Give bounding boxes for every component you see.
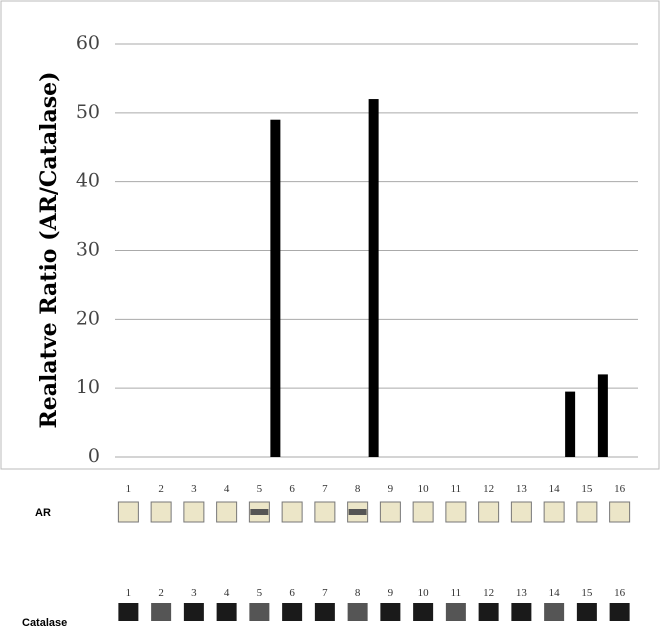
lane-label: 4 [224, 483, 230, 495]
catalase-blot [118, 603, 138, 621]
lane-label: 2 [158, 587, 164, 599]
catalase-blot [511, 603, 531, 621]
lane-label: 2 [158, 483, 164, 495]
ar-blot [184, 502, 204, 522]
ar-blot [217, 502, 237, 522]
lane-label: 12 [483, 587, 494, 599]
catalase-blot [315, 603, 335, 621]
ar-blot [544, 502, 564, 522]
lane-label: 8 [355, 587, 361, 599]
lane-label: 3 [191, 587, 197, 599]
lane-label: 10 [418, 483, 430, 495]
lane-label: 14 [549, 483, 561, 495]
lane-label: 6 [289, 587, 295, 599]
lane-label: 4 [224, 587, 230, 599]
catalase-blot [577, 603, 597, 621]
ar-blot [380, 502, 400, 522]
chart-frame [1, 1, 659, 469]
y-axis-title: Realatve Ratio (AR/Catalase) [36, 71, 62, 428]
ar-band [250, 509, 268, 515]
catalase-blot [413, 603, 433, 621]
y-tick-label: 40 [76, 170, 100, 192]
lane-label: 9 [388, 587, 394, 599]
ar-blot [446, 502, 466, 522]
ar-band [349, 509, 367, 515]
y-tick-label: 50 [76, 101, 100, 123]
catalase-blot [348, 603, 368, 621]
bar [598, 374, 608, 457]
y-tick-label: 30 [76, 239, 100, 261]
lane-label: 8 [355, 483, 361, 495]
ar-blot [479, 502, 499, 522]
lane-label: 15 [581, 587, 593, 599]
lane-label: 5 [257, 483, 263, 495]
lane-label: 12 [483, 483, 494, 495]
lane-label: 11 [451, 587, 462, 599]
row-label: AR [35, 507, 51, 519]
ar-blot [511, 502, 531, 522]
catalase-blot [249, 603, 269, 621]
catalase-blot [610, 603, 630, 621]
lane-label: 9 [388, 483, 394, 495]
ar-blot [413, 502, 433, 522]
catalase-blot [380, 603, 400, 621]
ar-blot [577, 502, 597, 522]
catalase-blot [282, 603, 302, 621]
lane-label: 13 [516, 587, 528, 599]
lane-label: 16 [614, 587, 626, 599]
lane-label: 7 [322, 483, 328, 495]
lane-label: 7 [322, 587, 328, 599]
catalase-blot [544, 603, 564, 621]
lane-label: 15 [581, 483, 593, 495]
y-tick-label: 10 [76, 376, 100, 398]
row-label: Catalase [22, 617, 67, 629]
ar-blot [315, 502, 335, 522]
bar [369, 99, 379, 457]
y-tick-label: 20 [76, 307, 100, 329]
ar-blot [610, 502, 630, 522]
lane-label: 11 [451, 483, 462, 495]
lane-label: 10 [418, 587, 430, 599]
catalase-blot [479, 603, 499, 621]
figure: Realatve Ratio (AR/Catalase) 0 10 20 30 40 50… [0, 0, 662, 638]
lane-label: 3 [191, 483, 197, 495]
lane-label: 1 [126, 483, 132, 495]
catalase-blot [151, 603, 171, 621]
ar-blot [282, 502, 302, 522]
lane-label: 6 [289, 483, 295, 495]
catalase-blot [184, 603, 204, 621]
bar [270, 120, 280, 457]
ar-blot [118, 502, 138, 522]
y-tick-label: 0 [88, 445, 100, 467]
ar-blot [151, 502, 171, 522]
catalase-blot [217, 603, 237, 621]
catalase-blot [446, 603, 466, 621]
lane-label: 14 [549, 587, 561, 599]
lane-label: 16 [614, 483, 626, 495]
lane-label: 5 [257, 587, 263, 599]
lane-label: 1 [126, 587, 132, 599]
y-tick-label: 60 [76, 32, 100, 54]
lane-label: 13 [516, 483, 528, 495]
bar [565, 392, 575, 457]
